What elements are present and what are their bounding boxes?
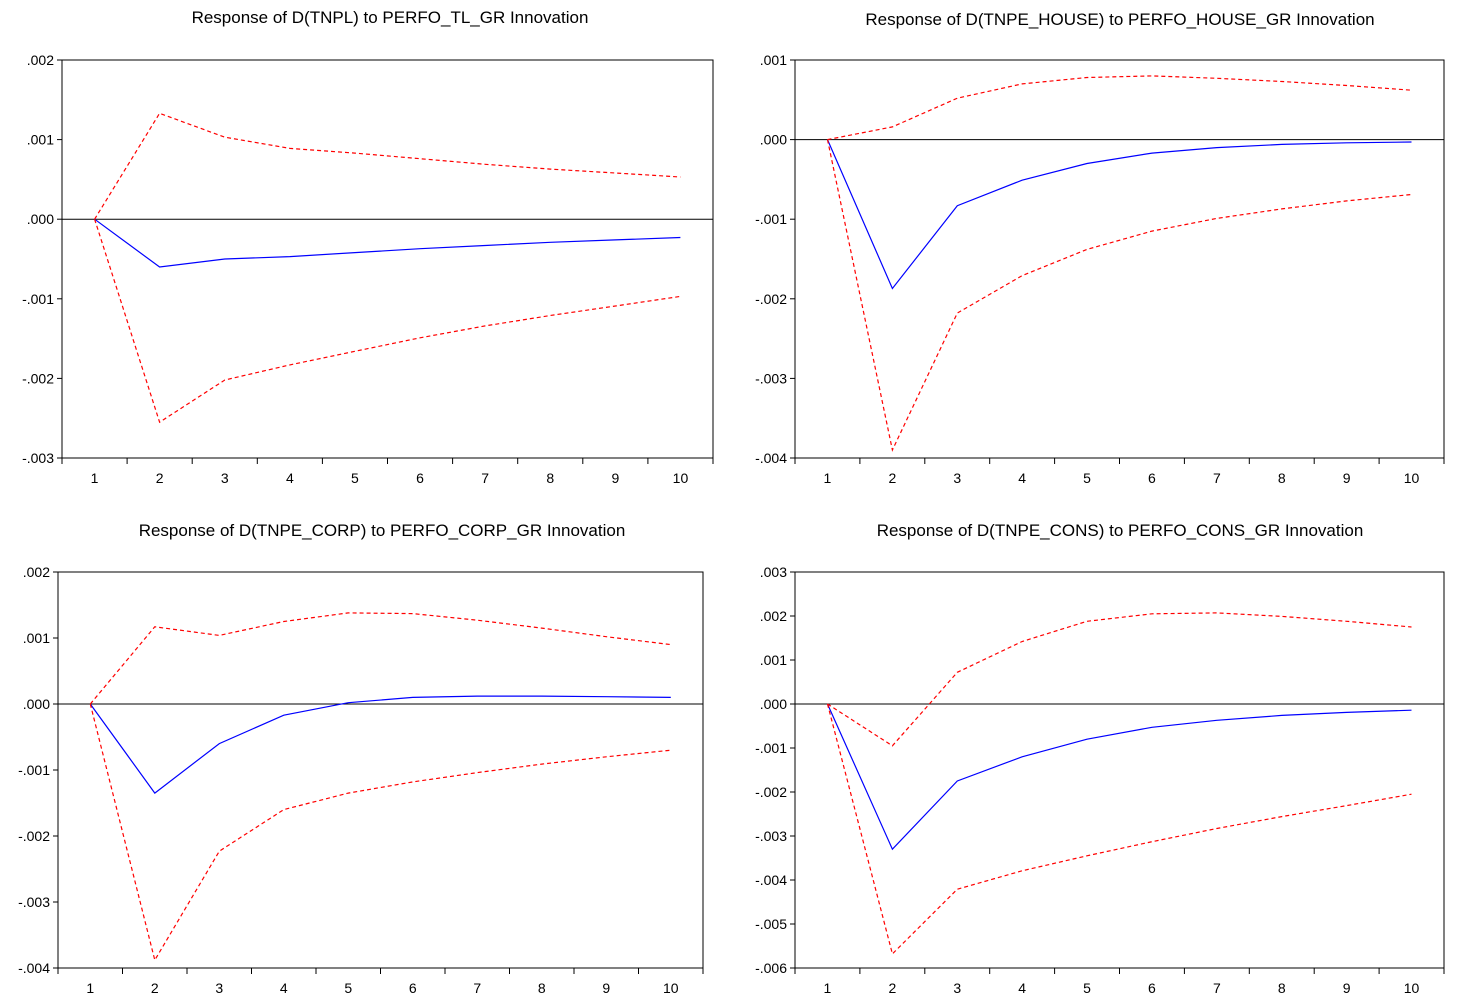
chart-title: Response of D(TNPE_CORP) to PERFO_CORP_G… <box>139 521 626 540</box>
x-tick-label: 2 <box>888 470 896 486</box>
y-tick-label: -.002 <box>22 370 54 386</box>
x-tick-label: 8 <box>538 980 546 996</box>
plot-frame <box>794 571 1445 969</box>
y-tick-label: .000 <box>27 211 54 227</box>
x-tick-label: 5 <box>1083 980 1091 996</box>
y-tick-label: -.005 <box>755 916 787 932</box>
y-tick-label: -.001 <box>22 291 54 307</box>
x-tick-label: 7 <box>481 470 489 486</box>
x-tick-label: 6 <box>1148 470 1156 486</box>
x-tick-label: 4 <box>286 470 294 486</box>
x-tick-label: 4 <box>280 980 288 996</box>
y-tick-label: .000 <box>760 696 787 712</box>
series-upper-line <box>827 612 1412 747</box>
x-tick-label: 5 <box>351 470 359 486</box>
y-tick-label: .000 <box>23 696 50 712</box>
y-tick-label: .002 <box>760 608 787 624</box>
series-lower-line <box>94 219 681 424</box>
series-response-line <box>826 139 1412 290</box>
y-tick-label: -.004 <box>755 872 787 888</box>
x-tick-label: 3 <box>215 980 223 996</box>
y-tick-label: -.002 <box>755 784 787 800</box>
y-tick-label: -.001 <box>755 211 787 227</box>
y-tick-label: -.003 <box>22 450 54 466</box>
x-tick-label: 3 <box>953 980 961 996</box>
series-lower-line <box>826 703 1412 956</box>
chart-title: Response of D(TNPL) to PERFO_TL_GR Innov… <box>192 8 589 27</box>
x-tick-label: 6 <box>416 470 424 486</box>
x-tick-label: 3 <box>953 470 961 486</box>
y-tick-label: -.006 <box>755 960 787 976</box>
y-tick-label: .002 <box>23 564 50 580</box>
y-tick-label: -.004 <box>18 960 50 976</box>
y-tick-label: .000 <box>760 132 787 148</box>
x-tick-label: 4 <box>1018 980 1026 996</box>
x-tick-label: 5 <box>1083 470 1091 486</box>
x-tick-label: 8 <box>1278 980 1286 996</box>
x-tick-label: 3 <box>221 470 229 486</box>
y-tick-label: -.003 <box>18 894 50 910</box>
y-tick-label: -.001 <box>755 740 787 756</box>
x-tick-label: 9 <box>1343 980 1351 996</box>
x-tick-label: 9 <box>611 470 619 486</box>
y-tick-label: .001 <box>23 630 50 646</box>
series-upper-line <box>827 75 1412 141</box>
x-tick-label: 6 <box>409 980 417 996</box>
y-tick-label: -.002 <box>18 828 50 844</box>
y-tick-label: -.003 <box>755 370 787 386</box>
series-upper-line <box>89 612 671 705</box>
x-tick-label: 1 <box>824 980 832 996</box>
series-upper-line <box>94 112 681 220</box>
y-tick-label: .001 <box>760 52 787 68</box>
x-tick-label: 10 <box>673 470 689 486</box>
series-lower-line <box>826 139 1412 452</box>
x-tick-label: 1 <box>824 470 832 486</box>
x-tick-label: 9 <box>1343 470 1351 486</box>
x-tick-label: 2 <box>156 470 164 486</box>
x-tick-label: 7 <box>1213 980 1221 996</box>
x-tick-label: 7 <box>473 980 481 996</box>
y-tick-label: -.001 <box>18 762 50 778</box>
x-tick-label: 9 <box>602 980 610 996</box>
x-tick-label: 1 <box>86 980 94 996</box>
x-tick-label: 8 <box>546 470 554 486</box>
y-tick-label: .002 <box>27 52 54 68</box>
x-tick-label: 2 <box>151 980 159 996</box>
x-tick-label: 8 <box>1278 470 1286 486</box>
x-tick-label: 10 <box>663 980 679 996</box>
y-tick-label: -.002 <box>755 291 787 307</box>
y-tick-label: -.004 <box>755 450 787 466</box>
x-tick-label: 5 <box>344 980 352 996</box>
y-tick-label: .001 <box>760 652 787 668</box>
x-tick-label: 1 <box>91 470 99 486</box>
series-response-line <box>826 703 1412 851</box>
y-tick-label: -.003 <box>755 828 787 844</box>
chart-title: Response of D(TNPE_CONS) to PERFO_CONS_G… <box>877 521 1364 540</box>
x-tick-label: 2 <box>888 980 896 996</box>
x-tick-label: 7 <box>1213 470 1221 486</box>
series-response-line <box>89 695 671 794</box>
x-tick-label: 10 <box>1404 980 1420 996</box>
x-tick-label: 4 <box>1018 470 1026 486</box>
y-tick-label: .003 <box>760 564 787 580</box>
x-tick-label: 10 <box>1404 470 1420 486</box>
y-tick-label: .001 <box>27 132 54 148</box>
x-tick-label: 6 <box>1148 980 1156 996</box>
chart-title: Response of D(TNPE_HOUSE) to PERFO_HOUSE… <box>865 10 1374 29</box>
series-response-line <box>94 218 681 268</box>
